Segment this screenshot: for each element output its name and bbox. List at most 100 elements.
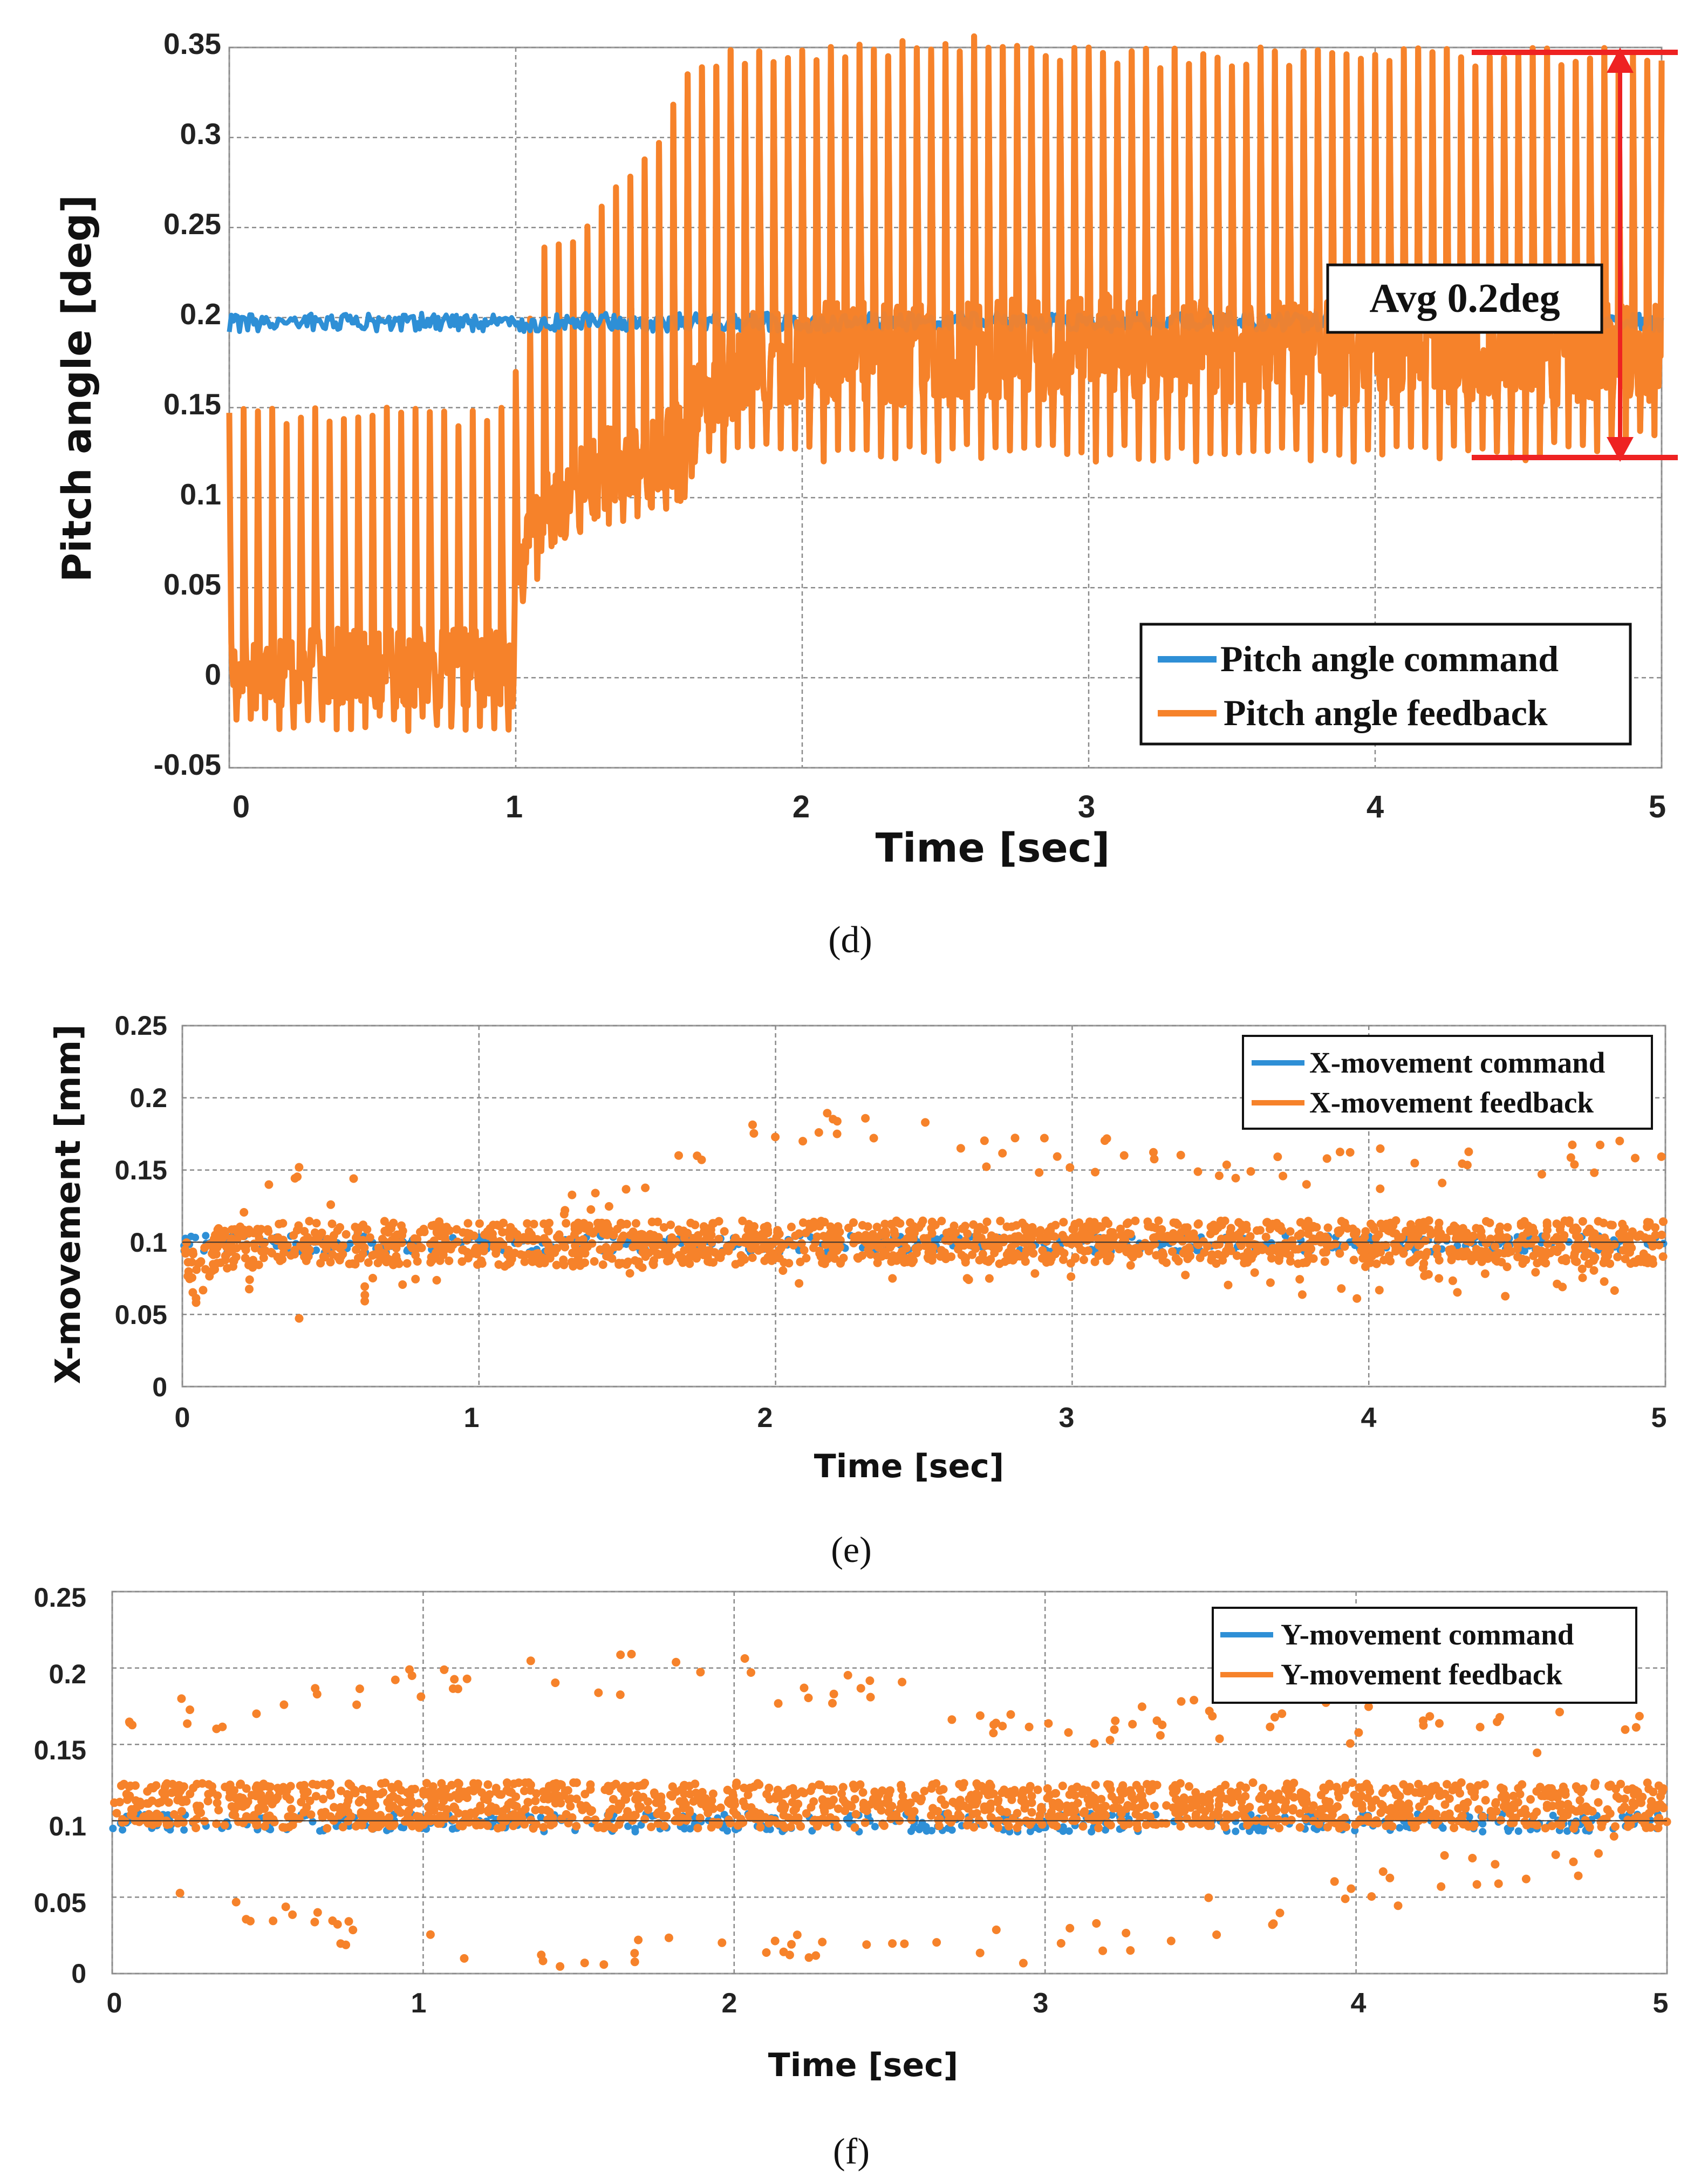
point-feedback (531, 1805, 540, 1814)
point-command (537, 1813, 545, 1821)
point-feedback (995, 1805, 1005, 1814)
point-feedback (836, 1258, 845, 1267)
point-feedback (1470, 1786, 1479, 1795)
point-feedback (659, 1223, 668, 1232)
point-feedback (615, 1800, 624, 1809)
x-tick-label: 3 (1059, 1402, 1075, 1434)
point-feedback (1157, 1225, 1166, 1234)
point-feedback-outlier (499, 1218, 508, 1227)
point-feedback (675, 1817, 684, 1826)
point-feedback (714, 1234, 723, 1244)
point-feedback (1212, 1259, 1221, 1268)
point-feedback-outlier (1424, 1270, 1433, 1279)
point-feedback (330, 1803, 338, 1812)
legend: X-movement command X-movement feedback (1242, 1035, 1653, 1130)
point-feedback (919, 1234, 928, 1243)
y-tick-label: 0.1 (49, 1811, 86, 1841)
point-feedback (263, 1225, 272, 1234)
point-feedback-outlier (1418, 1264, 1427, 1273)
point-feedback (447, 1780, 456, 1790)
point-feedback (427, 1221, 436, 1230)
point-feedback-outlier (1246, 1167, 1255, 1176)
point-feedback-outlier (1035, 1168, 1044, 1177)
point-feedback (1379, 1255, 1389, 1265)
point-feedback (1168, 1247, 1177, 1256)
point-feedback (1174, 1257, 1183, 1266)
x-tick-label: 0 (233, 789, 250, 824)
point-feedback (773, 1228, 782, 1237)
point-feedback (1072, 1783, 1082, 1791)
point-feedback (1450, 1824, 1459, 1832)
point-feedback-outlier (1491, 1860, 1500, 1869)
point-feedback (1572, 1807, 1581, 1816)
point-feedback-outlier (556, 1962, 565, 1971)
point-feedback (844, 1224, 853, 1232)
point-command (845, 1815, 853, 1823)
point-feedback (927, 1224, 936, 1233)
x-tick-label: 3 (1033, 1988, 1049, 2019)
point-feedback (818, 1795, 827, 1804)
point-feedback-outlier (748, 1120, 757, 1129)
point-feedback (476, 1801, 485, 1811)
point-feedback (483, 1796, 492, 1804)
point-feedback (1007, 1222, 1016, 1231)
point-feedback (326, 1812, 335, 1821)
point-feedback (376, 1811, 385, 1820)
x-axis-title: Time [sec] (814, 1448, 1004, 1485)
point-feedback (1029, 1249, 1038, 1258)
point-feedback-outlier (561, 1206, 570, 1215)
point-feedback (1134, 1249, 1143, 1258)
point-feedback (998, 1788, 1007, 1797)
point-feedback (1372, 1259, 1381, 1268)
point-feedback (1459, 1799, 1468, 1808)
point-feedback (1191, 1810, 1200, 1819)
point-feedback (639, 1792, 648, 1801)
point-feedback (241, 1245, 250, 1254)
point-feedback (858, 1788, 867, 1797)
point-feedback (580, 1249, 590, 1258)
point-feedback (259, 1253, 268, 1262)
point-feedback (901, 1798, 910, 1807)
point-feedback-outlier (382, 1258, 391, 1267)
point-feedback-outlier (1205, 1707, 1214, 1716)
point-feedback (831, 1816, 840, 1825)
point-feedback (1076, 1230, 1085, 1239)
point-feedback-outlier (634, 1935, 643, 1944)
point-feedback (1265, 1247, 1274, 1256)
point-feedback (1630, 1814, 1639, 1823)
point-feedback (326, 1258, 335, 1267)
point-feedback (1392, 1809, 1401, 1818)
legend: Y-movement command Y-movement feedback (1212, 1607, 1637, 1704)
point-feedback (691, 1220, 700, 1230)
point-feedback-outlier (1531, 1268, 1540, 1277)
y-tick-label: 0.1 (180, 477, 221, 511)
point-feedback (916, 1797, 925, 1806)
point-feedback (549, 1779, 558, 1789)
point-feedback (629, 1227, 638, 1237)
point-feedback (1003, 1818, 1012, 1827)
point-feedback-outlier (1440, 1851, 1449, 1860)
point-feedback-outlier (407, 1671, 416, 1680)
point-feedback-outlier (1006, 1710, 1015, 1719)
y-tick-label: 0.25 (34, 1582, 86, 1613)
point-feedback (1322, 1241, 1331, 1250)
point-feedback (502, 1778, 511, 1787)
x-tick-label: 0 (107, 1988, 122, 2019)
point-feedback-outlier (684, 1238, 692, 1247)
point-feedback (1131, 1216, 1140, 1225)
point-feedback (590, 1257, 599, 1266)
point-feedback-outlier (1494, 1879, 1503, 1888)
point-feedback (677, 1254, 686, 1264)
point-feedback (703, 1246, 713, 1255)
point-feedback-outlier (1434, 1274, 1444, 1283)
point-feedback (727, 1799, 736, 1808)
y-tick-label: 0.05 (34, 1888, 86, 1918)
point-feedback (776, 1244, 785, 1253)
point-feedback (552, 1244, 561, 1253)
point-feedback (1516, 1221, 1526, 1230)
point-feedback-outlier (829, 1689, 838, 1698)
point-feedback-outlier (1273, 1152, 1282, 1162)
point-feedback (1532, 1807, 1541, 1817)
point-feedback-outlier (1269, 1919, 1278, 1928)
point-feedback-outlier (1577, 1264, 1587, 1273)
